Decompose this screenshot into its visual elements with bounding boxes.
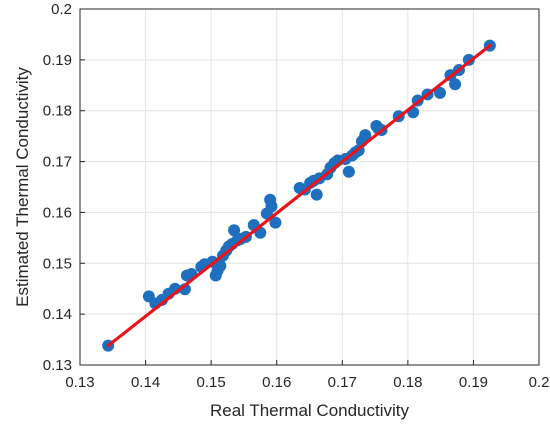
data-point xyxy=(269,216,282,229)
y-tick-label: 0.2 xyxy=(51,1,72,18)
x-tick-label: 0.2 xyxy=(529,374,550,391)
data-point xyxy=(214,259,227,272)
data-point xyxy=(228,224,241,237)
fit-line-group xyxy=(106,44,492,348)
data-point xyxy=(310,188,323,201)
x-tick-label: 0.19 xyxy=(459,374,488,391)
x-tick-label: 0.16 xyxy=(262,374,291,391)
y-tick-label: 0.13 xyxy=(43,357,72,374)
plot-frame xyxy=(79,8,540,366)
y-tick-label: 0.16 xyxy=(43,204,72,221)
y-tick-label: 0.19 xyxy=(43,52,72,69)
x-axis-ticks: 0.13 0.14 0.15 0.16 0.17 0.18 0.19 0.2 xyxy=(65,360,549,391)
x-tick-label: 0.18 xyxy=(393,374,422,391)
x-tick-label: 0.17 xyxy=(328,374,357,391)
data-point xyxy=(342,165,355,178)
y-tick-label: 0.15 xyxy=(43,255,72,272)
x-axis-label: Real Thermal Conductivity xyxy=(210,401,410,420)
data-point xyxy=(449,78,462,91)
y-tick-label: 0.18 xyxy=(43,103,72,120)
y-axis-label: Estimated Thermal Conductivity xyxy=(13,67,32,307)
y-tick-label: 0.17 xyxy=(43,154,72,171)
data-point xyxy=(265,200,278,213)
x-tick-label: 0.15 xyxy=(197,374,226,391)
y-axis-ticks: 0.13 0.14 0.15 0.16 0.17 0.18 0.19 0.2 xyxy=(43,1,85,374)
y-tick-label: 0.14 xyxy=(43,306,72,323)
data-point xyxy=(359,129,372,142)
x-tick-label: 0.14 xyxy=(131,374,160,391)
x-tick-label: 0.13 xyxy=(65,374,94,391)
fit-line xyxy=(106,44,492,348)
data-point xyxy=(433,86,446,99)
